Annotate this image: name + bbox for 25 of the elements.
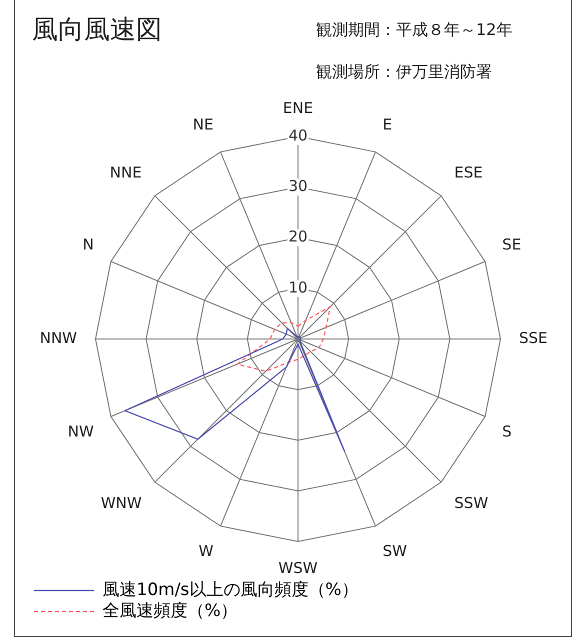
spoke-label: WSW [278,558,318,577]
spoke-label: SW [382,542,408,560]
spoke-label: SSE [519,328,548,347]
y-tick-label: 30 [288,177,308,196]
legend-label: 風速10m/s以上の風向頻度（%） [102,580,358,600]
text: 観測場所：伊万里消防署 [316,62,492,83]
spoke-label: NE [192,116,214,134]
chart-subtitle: 観測期間：平成８年～12年 [316,20,512,41]
spoke-label: W [198,542,214,560]
y-tick-label: 20 [288,228,308,246]
spoke-label: NW [68,422,94,440]
spoke-label: NNW [40,328,78,347]
spoke-label: ENE [282,98,314,117]
y-tick-label: 10 [288,278,308,296]
y-tick-label: 40 [288,126,308,144]
chart-title: 風向風速図 [32,14,162,47]
legend-label: 全風速頻度（%） [102,600,238,621]
spoke-label: NNE [110,164,142,182]
spoke-label: SE [502,235,522,254]
spoke-label: E [382,116,392,134]
spoke-label: S [502,422,512,440]
spoke-label: ESE [454,164,483,182]
spoke-label: N [82,235,94,254]
spoke-label: SSW [454,494,488,512]
spoke-label: WNW [100,494,142,512]
